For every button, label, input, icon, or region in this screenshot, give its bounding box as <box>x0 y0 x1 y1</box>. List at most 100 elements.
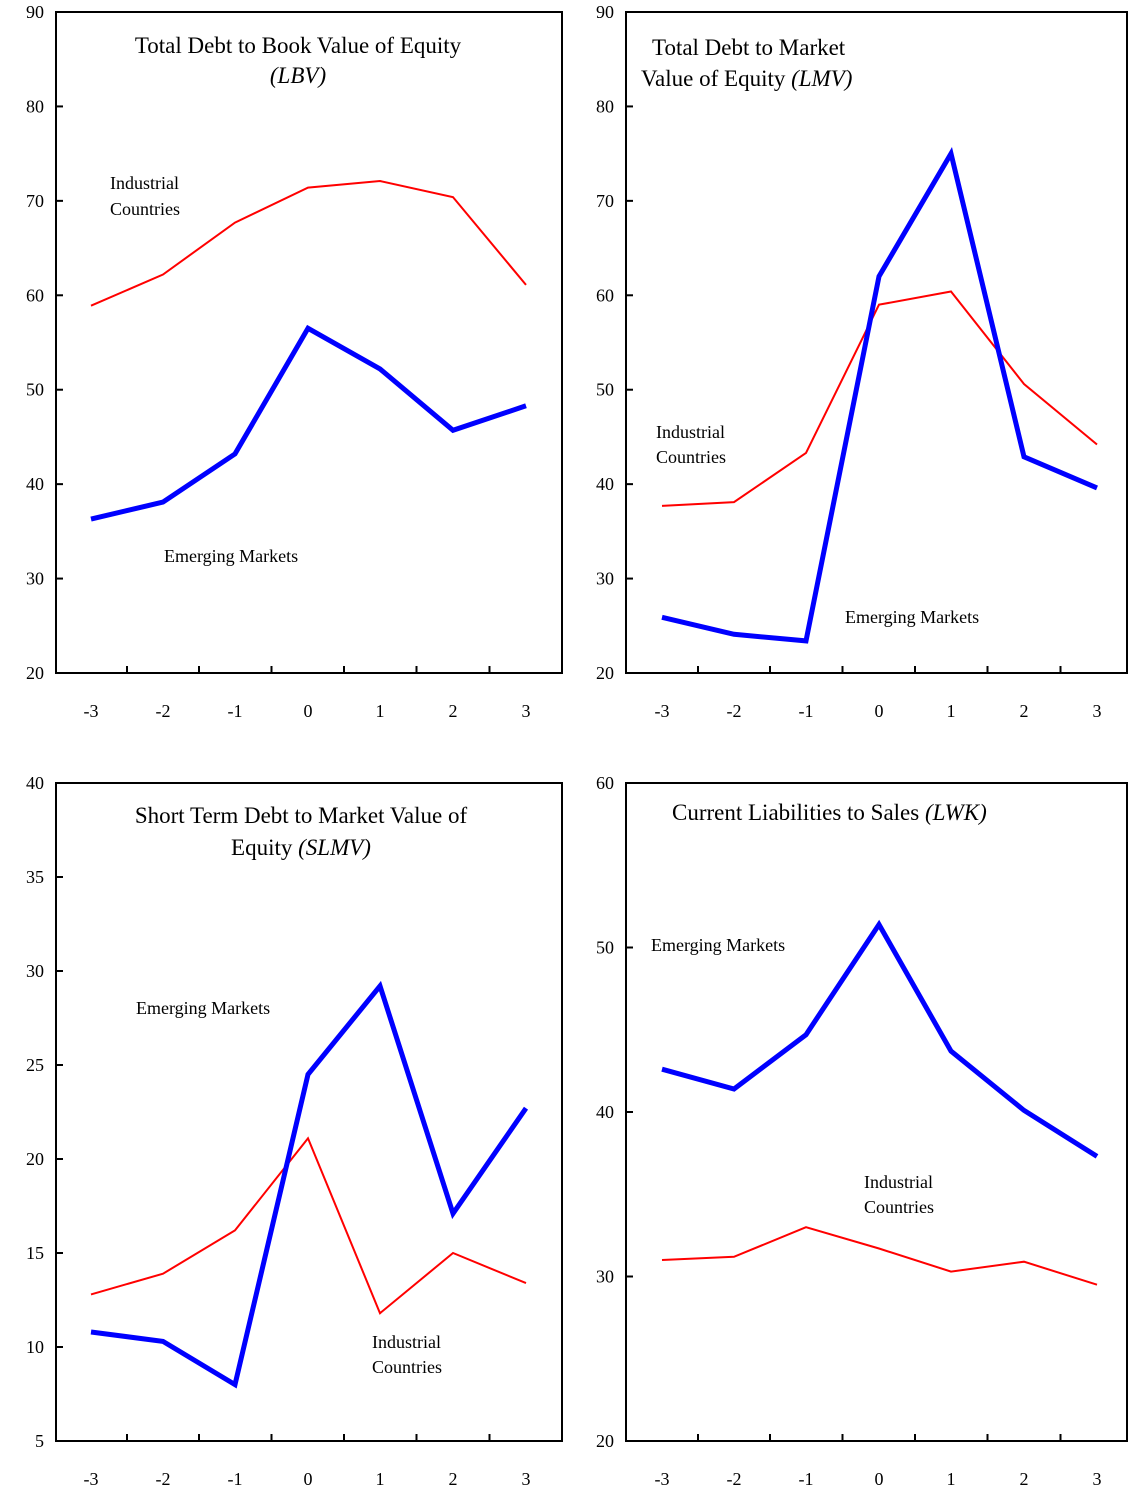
lmv-annotation-industrial-line1: Industrial <box>656 422 725 442</box>
lwk-title-abbrev: (LWK) <box>925 800 987 825</box>
slmv-title-abbrev: (SLMV) <box>298 835 371 860</box>
lmv-y-tick-label: 80 <box>596 96 614 116</box>
slmv-x-tick-label: 3 <box>522 1469 531 1489</box>
lbv-x-tick-label: -2 <box>156 701 171 721</box>
lmv-series-emerging-markets-line <box>661 146 1098 644</box>
slmv-x-tick-label: -3 <box>84 1469 99 1489</box>
lbv-title-abbrev: (LBV) <box>270 63 326 88</box>
lwk-plot-frame <box>625 782 1128 1442</box>
lbv-x-tick-label: 1 <box>376 701 385 721</box>
slmv-y-tick-label: 35 <box>26 867 44 887</box>
lwk-title: Current Liabilities to Sales (LWK) <box>672 800 987 825</box>
lbv-x-tick-label: 0 <box>304 701 313 721</box>
lbv-series-industrial-countries-line <box>90 179 527 307</box>
lbv-y-tick-label: 50 <box>26 380 44 400</box>
panel-slmv: 5 10 15 20 25 30 35 40 -3 -2 -1 0 1 2 3 Short Term Deb… <box>26 773 563 1489</box>
lwk-x-tick-label: -2 <box>727 1469 742 1489</box>
slmv-series-emerging-markets-line <box>90 980 529 1389</box>
slmv-title-line2: Equity (SLMV) <box>231 835 371 860</box>
lbv-x-tick-label: -1 <box>228 701 243 721</box>
lmv-x-tick-label: -2 <box>727 701 742 721</box>
lwk-series-emerging-markets-line <box>661 919 1099 1159</box>
lmv-annotation-emerging: Emerging Markets <box>845 607 979 627</box>
lbv-y-tick-label: 20 <box>26 663 44 683</box>
slmv-x-tick-label: 0 <box>304 1469 313 1489</box>
lbv-annotation-industrial-line2: Countries <box>110 199 180 219</box>
lmv-title-line2: Value of Equity (LMV) <box>641 66 852 91</box>
slmv-y-tick-label: 5 <box>35 1431 44 1451</box>
lmv-y-tick-label: 40 <box>596 474 614 494</box>
lwk-annotation-industrial-line2: Countries <box>864 1197 934 1217</box>
panel-lbv: 20 30 40 50 60 70 80 90 -3 -2 -1 0 1 2 3 Total Debt to… <box>26 2 563 721</box>
lmv-y-tick-label: 20 <box>596 663 614 683</box>
lwk-plot-area: 20 30 40 50 60 -3 -2 -1 0 1 2 3 <box>596 773 1128 1489</box>
lbv-x-tick-label: 2 <box>449 701 458 721</box>
lmv-plot-frame <box>625 11 1128 674</box>
lmv-y-tick-label: 30 <box>596 569 614 589</box>
slmv-x-tick-label: -2 <box>156 1469 171 1489</box>
lwk-x-tick-label: 0 <box>875 1469 884 1489</box>
slmv-x-tick-label: 2 <box>449 1469 458 1489</box>
lbv-title: Total Debt to Book Value of Equity <box>135 33 462 58</box>
lwk-x-tick-label: 3 <box>1093 1469 1102 1489</box>
lwk-y-tick-label: 30 <box>596 1267 614 1287</box>
lmv-x-tick-label: 0 <box>875 701 884 721</box>
lbv-y-tick-label: 30 <box>26 569 44 589</box>
lmv-title-line2-text: Value of Equity <box>641 66 786 91</box>
lmv-x-tick-label: 3 <box>1093 701 1102 721</box>
lmv-y-tick-label: 70 <box>596 191 614 211</box>
lwk-y-tick-label: 20 <box>596 1431 614 1451</box>
lwk-x-tick-label: -3 <box>655 1469 670 1489</box>
slmv-plot-frame <box>55 782 563 1442</box>
lmv-x-tick-label: 2 <box>1020 701 1029 721</box>
lmv-plot-area: 20 30 40 50 60 70 80 90 -3 -2 -1 0 1 2 3 <box>596 2 1128 721</box>
slmv-x-tick-label: 1 <box>376 1469 385 1489</box>
slmv-y-tick-label: 10 <box>26 1337 44 1357</box>
lmv-series-industrial-countries-line <box>661 290 1098 507</box>
slmv-y-tick-label: 40 <box>26 773 44 793</box>
lbv-series-emerging-markets-line <box>90 324 527 522</box>
lmv-title-abbrev: (LMV) <box>791 66 852 91</box>
slmv-annotation-emerging: Emerging Markets <box>136 998 270 1018</box>
lmv-y-tick-label: 60 <box>596 285 614 305</box>
lbv-annotation-industrial-line1: Industrial <box>110 173 179 193</box>
lwk-annotation-industrial-line1: Industrial <box>864 1172 933 1192</box>
lbv-plot-area: 20 30 40 50 60 70 80 90 -3 -2 -1 0 1 2 3 <box>26 2 563 721</box>
panel-lmv: 20 30 40 50 60 70 80 90 -3 -2 -1 0 1 2 3 Total Debt to… <box>596 2 1128 721</box>
lbv-annotation-emerging: Emerging Markets <box>164 546 298 566</box>
slmv-y-tick-label: 30 <box>26 961 44 981</box>
lwk-x-tick-label: 2 <box>1020 1469 1029 1489</box>
lbv-y-tick-label: 70 <box>26 191 44 211</box>
lwk-annotation-emerging: Emerging Markets <box>651 935 785 955</box>
slmv-y-tick-label: 15 <box>26 1243 44 1263</box>
lmv-x-tick-label: -3 <box>655 701 670 721</box>
lbv-y-tick-label: 40 <box>26 474 44 494</box>
lwk-x-tick-label: -1 <box>799 1469 814 1489</box>
slmv-y-tick-label: 20 <box>26 1149 44 1169</box>
lmv-y-tick-label: 50 <box>596 380 614 400</box>
lwk-x-tick-label: 1 <box>947 1469 956 1489</box>
panel-lwk: 20 30 40 50 60 -3 -2 -1 0 1 2 3 Current Liabilities… <box>596 773 1128 1489</box>
lbv-y-tick-label: 90 <box>26 2 44 22</box>
lbv-x-tick-label: 3 <box>522 701 531 721</box>
slmv-annotation-industrial-line1: Industrial <box>372 1332 441 1352</box>
lmv-y-tick-label: 90 <box>596 2 614 22</box>
lbv-plot-frame <box>55 11 563 674</box>
lmv-title-line1: Total Debt to Market <box>652 35 846 60</box>
lwk-series-industrial-countries-line <box>661 1226 1098 1286</box>
slmv-title-line1: Short Term Debt to Market Value of <box>135 803 468 828</box>
lmv-x-tick-label: 1 <box>947 701 956 721</box>
slmv-series-industrial-countries-line <box>90 1136 527 1315</box>
slmv-y-tick-label: 25 <box>26 1055 44 1075</box>
lwk-title-text: Current Liabilities to Sales <box>672 800 919 825</box>
lwk-y-tick-label: 40 <box>596 1102 614 1122</box>
lbv-x-tick-label: -3 <box>84 701 99 721</box>
lmv-annotation-industrial-line2: Countries <box>656 447 726 467</box>
slmv-annotation-industrial-line2: Countries <box>372 1357 442 1377</box>
slmv-plot-area: 5 10 15 20 25 30 35 40 -3 -2 -1 0 1 2 3 <box>26 773 563 1489</box>
lmv-x-tick-label: -1 <box>799 701 814 721</box>
lbv-y-tick-label: 80 <box>26 96 44 116</box>
lwk-y-tick-label: 50 <box>596 938 614 958</box>
slmv-x-tick-label: -1 <box>228 1469 243 1489</box>
